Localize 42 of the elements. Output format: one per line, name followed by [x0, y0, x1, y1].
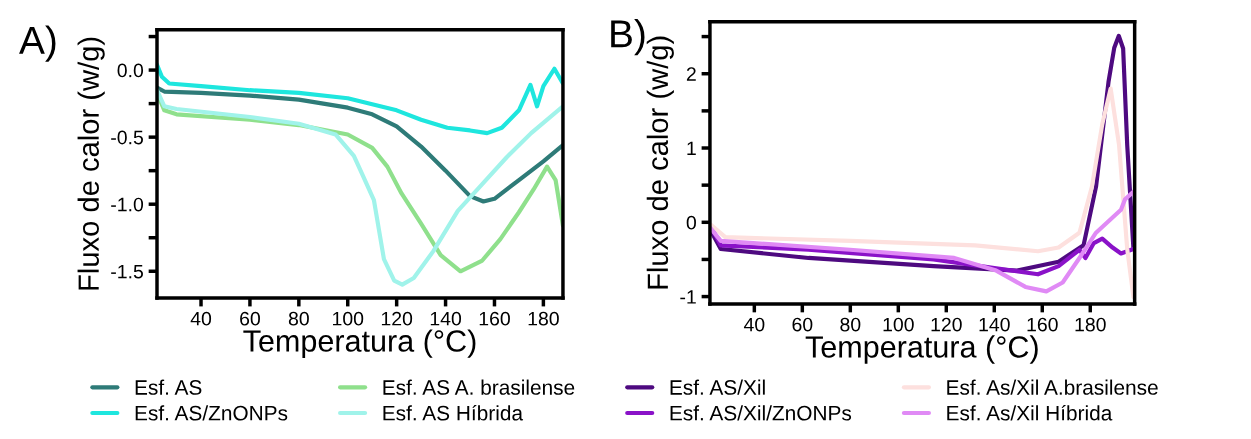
x-axis-title: Temperatura (°C): [243, 329, 476, 358]
chart-title: B): [611, 19, 645, 56]
line-series: [709, 86, 1135, 300]
x-axis-title: Temperatura (°C): [805, 335, 1038, 364]
x-tick-label: 180: [528, 311, 559, 326]
x-tick-label: 80: [288, 311, 309, 326]
y-axis-title: Fluxo de calor (w/g): [77, 37, 105, 290]
line-series: [709, 189, 1135, 294]
x-tick-label: 120: [381, 311, 413, 326]
legend-label: Esf. AS/ZnONPs: [135, 405, 288, 421]
y-tick-label: 0: [686, 215, 696, 230]
legend-label: Esf. AS/Xil/ZnONPs: [670, 405, 852, 421]
y-tick-label: -1.5: [111, 264, 143, 279]
legend-label: Esf. AS Híbrida: [383, 404, 524, 421]
x-tick-label: 60: [792, 317, 813, 332]
line-series: [157, 85, 563, 204]
legend-label: Esf. AS A. brasilense: [383, 379, 575, 395]
x-tick-label: 40: [190, 311, 212, 326]
x-tick-label: 140: [430, 311, 462, 326]
x-tick-label: 140: [979, 317, 1010, 332]
x-tick-label: 100: [883, 317, 914, 332]
y-tick-label: -0.5: [111, 130, 143, 145]
y-tick-label: 1: [687, 141, 696, 156]
x-tick-label: 100: [333, 311, 364, 326]
x-tick-label: 60: [240, 311, 260, 326]
x-tick-label: 160: [479, 311, 510, 326]
legend-label: Esf. AS: [135, 379, 202, 395]
y-tick-label: -1: [680, 290, 696, 304]
x-tick-label: 160: [1027, 317, 1058, 332]
x-tick-label: 80: [840, 317, 861, 332]
legend-label: Esf. As/Xil Híbrida: [947, 404, 1113, 421]
y-tick-label: -1.0: [111, 197, 144, 212]
legend-label: Esf. AS/Xil: [670, 379, 765, 395]
line-series: [157, 62, 563, 136]
x-tick-label: 120: [931, 317, 962, 332]
x-tick-label: 40: [743, 317, 765, 332]
chart-title: A): [19, 25, 56, 62]
legend-label: Esf. As/Xil A.brasilense: [947, 379, 1158, 395]
y-axis-title: Fluxo de calor (w/g): [646, 36, 674, 289]
x-tick-label: 180: [1075, 317, 1106, 332]
y-tick-label: 0.0: [117, 63, 144, 78]
y-tick-label: 2: [686, 67, 696, 81]
